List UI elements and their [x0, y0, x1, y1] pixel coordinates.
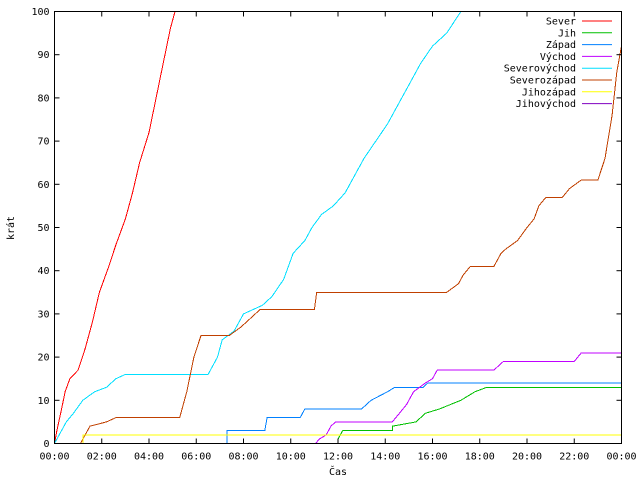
legend-label: Severovýchod	[504, 63, 576, 75]
y-tick-label: 30	[37, 309, 49, 320]
legend-label: Severozápad	[510, 75, 576, 87]
legend-label: Sever	[546, 17, 576, 28]
x-tick-label: 02:00	[87, 452, 117, 463]
series-line-4	[54, 352, 622, 444]
ticks-layer: 00:00 02:00 04:00 06:00 08:00 10:00 12:00 14:00…	[31, 7, 636, 463]
legend-label: Západ	[546, 39, 576, 51]
x-tick-label: 08:00	[228, 452, 258, 463]
x-tick-label: 14:00	[370, 452, 400, 463]
x-tick-label: 04:00	[134, 452, 164, 463]
x-tick-label: 12:00	[323, 452, 353, 463]
legend-label: Jih	[558, 28, 576, 39]
series-line-1	[54, 11, 176, 444]
x-tick-label: 10:00	[276, 452, 306, 463]
x-tick-label: 16:00	[417, 452, 447, 463]
x-tick-label: 00:00	[39, 452, 69, 463]
y-tick-label: 40	[37, 266, 49, 277]
y-tick-label: 80	[37, 93, 49, 104]
series-line-5	[54, 11, 462, 444]
y-axis-label: krát	[5, 216, 17, 240]
x-tick-label: 18:00	[465, 452, 495, 463]
y-tick-label: 70	[37, 137, 49, 148]
series-line-3	[54, 382, 622, 444]
series-line-6	[54, 46, 622, 444]
y-tick-label: 90	[37, 50, 49, 61]
x-tick-label: 20:00	[512, 452, 542, 463]
y-tick-label: 0	[43, 439, 49, 450]
series-line-7	[54, 434, 622, 444]
y-tick-label: 10	[37, 396, 49, 407]
legend-label: Jihozápad	[522, 86, 576, 98]
x-tick-label: 06:00	[181, 452, 211, 463]
x-axis-label: Čas	[329, 465, 347, 478]
x-tick-label: 00:00	[606, 452, 636, 463]
legend-label: Jihovýchod	[516, 98, 576, 110]
y-tick-label: 60	[37, 180, 49, 191]
y-tick-label: 50	[37, 223, 49, 234]
legend: SeverJihZápadVýchodSeverovýchodSeverozáp…	[504, 17, 612, 110]
x-tick-label: 22:00	[559, 452, 589, 463]
y-tick-label: 20	[37, 353, 49, 364]
legend-label: Východ	[540, 51, 576, 63]
y-tick-label: 100	[31, 7, 49, 18]
